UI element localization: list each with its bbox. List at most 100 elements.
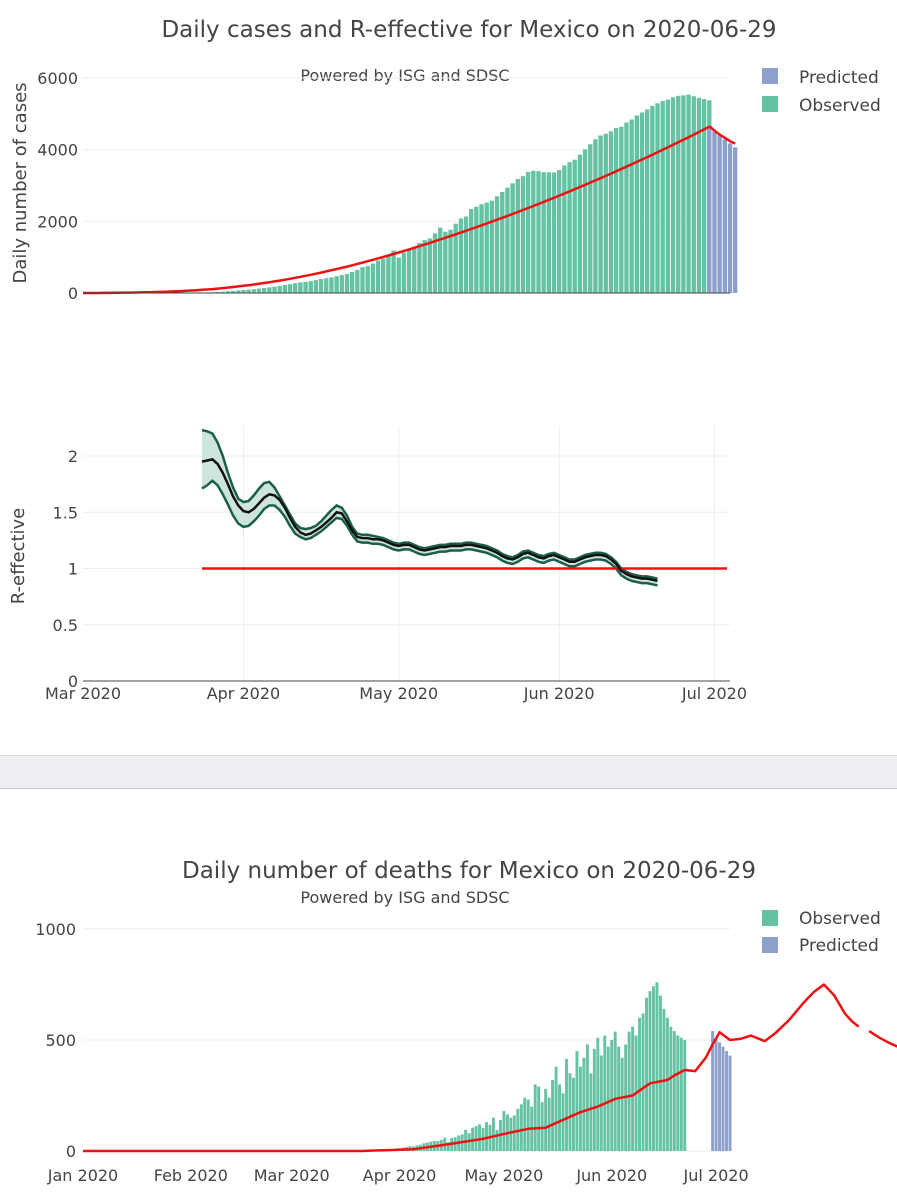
- deaths-observed-bar: [485, 1122, 488, 1151]
- deaths-chart-subtitle: Powered by ISG and SDSC: [300, 888, 509, 907]
- cases-observed-bar: [287, 284, 293, 293]
- cases-observed-bar: [422, 240, 427, 293]
- cases-observed-bar: [313, 280, 319, 293]
- deaths-observed-bar: [512, 1115, 516, 1151]
- deaths-predicted-trend-line: [868, 1030, 897, 1048]
- cases-observed-bar: [365, 266, 370, 293]
- cases-observed-bar: [489, 200, 495, 293]
- cases-observed-bar: [241, 290, 246, 293]
- deaths-predicted-bar: [718, 1042, 722, 1151]
- legend-predicted-label[interactable]: Predicted: [799, 68, 879, 88]
- deaths-y-tick-label: 1000: [35, 920, 76, 939]
- cases-observed-bar: [520, 176, 526, 293]
- deaths-observed-bar: [655, 982, 659, 1151]
- deaths-x-tick-label: Jun 2020: [575, 1166, 647, 1185]
- r-x-tick-label: Apr 2020: [207, 684, 280, 703]
- cases-observed-bar: [588, 144, 593, 293]
- deaths-observed-bar: [554, 1066, 558, 1151]
- cases-predicted-bar: [727, 143, 733, 293]
- deaths-x-tick-label: Feb 2020: [154, 1166, 228, 1185]
- cases-observed-bar: [318, 279, 324, 293]
- deaths-observed-bar: [492, 1117, 495, 1151]
- deaths-predicted-bar: [725, 1051, 728, 1151]
- cases-chart-subtitle: Powered by ISG and SDSC: [300, 66, 509, 85]
- r-x-tick-label: Jul 2020: [681, 684, 747, 703]
- legend-observed-label[interactable]: Observed: [799, 96, 881, 116]
- cases-observed-bar: [401, 252, 407, 293]
- legend-predicted-label[interactable]: Predicted: [799, 936, 879, 956]
- deaths-observed-bar: [526, 1099, 530, 1151]
- cases-predicted-trend-line: [708, 125, 736, 145]
- deaths-observed-bar: [638, 1017, 642, 1151]
- deaths-observed-bar: [544, 1088, 548, 1151]
- deaths-predicted-bar: [721, 1046, 725, 1151]
- cases-legend[interactable]: Predicted Observed: [762, 68, 881, 116]
- cases-observed-bar: [469, 209, 474, 293]
- deaths-observed-bar: [547, 1097, 551, 1151]
- deaths-observed-bar: [672, 1031, 676, 1151]
- r-x-tick-label: Mar 2020: [45, 684, 121, 703]
- cases-observed-bar: [650, 105, 655, 294]
- deaths-legend[interactable]: Observed Predicted: [762, 909, 881, 956]
- cases-observed-bar: [220, 291, 225, 293]
- deaths-observed-bar: [589, 1073, 593, 1151]
- cases-observed-bar: [593, 139, 598, 293]
- cases-predicted-bar: [717, 135, 722, 293]
- cases-observed-bar: [686, 94, 691, 294]
- cases-observed-bar: [676, 95, 681, 293]
- cases-observed-bar: [267, 287, 272, 293]
- deaths-observed-bar: [606, 1046, 610, 1151]
- deaths-observed-bar: [599, 1055, 603, 1151]
- cases-y-tick-label: 0: [68, 284, 78, 303]
- cases-observed-bar: [432, 233, 438, 293]
- cases-observed-bar: [567, 162, 572, 293]
- cases-chart: 0 2000 4000 6000: [37, 69, 738, 303]
- cases-predicted-bar: [707, 127, 712, 293]
- legend-observed-swatch[interactable]: [762, 96, 778, 112]
- cases-observed-bar: [334, 276, 339, 293]
- deaths-observed-bar: [565, 1058, 568, 1151]
- cases-observed-bar: [391, 250, 396, 293]
- deaths-x-tick-label: Jan 2020: [47, 1166, 118, 1185]
- r-y-tick-label: 2: [68, 447, 78, 466]
- deaths-observed-bar: [474, 1126, 478, 1151]
- legend-predicted-swatch[interactable]: [762, 937, 778, 953]
- legend-observed-label[interactable]: Observed: [799, 909, 881, 929]
- cases-observed-bar: [639, 112, 645, 293]
- cases-observed-bar: [282, 284, 288, 293]
- deaths-observed-bar: [578, 1066, 582, 1151]
- r-y-tick-label: 0.5: [53, 616, 78, 635]
- r-y-tick-label: 0: [68, 672, 78, 691]
- deaths-observed-bar: [613, 1031, 617, 1151]
- deaths-observed-bar: [561, 1093, 565, 1151]
- deaths-observed-bar: [665, 1017, 669, 1151]
- cases-observed-bar: [256, 288, 262, 293]
- cases-observed-bar: [546, 172, 552, 293]
- cases-trend-line: [83, 125, 710, 295]
- cases-observed-bar: [541, 172, 546, 293]
- cases-predicted-bar: [722, 139, 727, 293]
- deaths-observed-bar: [679, 1037, 683, 1151]
- cases-observed-bar: [406, 249, 412, 293]
- cases-observed-bar: [236, 290, 241, 293]
- cases-observed-bar: [225, 291, 231, 293]
- deaths-observed-bar: [495, 1129, 499, 1151]
- deaths-observed-bar: [523, 1097, 527, 1151]
- cases-observed-bar: [608, 131, 614, 293]
- cases-observed-bar: [525, 171, 531, 293]
- cases-observed-bar: [251, 289, 256, 293]
- deaths-observed-bar: [551, 1079, 555, 1151]
- cases-observed-bar: [360, 267, 365, 293]
- r-mean-line: [201, 458, 658, 583]
- deaths-observed-bar: [568, 1073, 572, 1151]
- deaths-observed-bar: [585, 1044, 589, 1151]
- deaths-observed-bar: [631, 1026, 635, 1151]
- r-x-tick-label: May 2020: [359, 684, 438, 703]
- cases-observed-bar: [536, 171, 541, 293]
- deaths-observed-bar: [683, 1040, 687, 1151]
- legend-observed-swatch[interactable]: [762, 910, 778, 926]
- legend-predicted-swatch[interactable]: [762, 68, 778, 84]
- r-y-axis-label: R-effective: [8, 508, 29, 605]
- cases-observed-bar: [396, 257, 401, 293]
- cases-observed-bar: [448, 229, 453, 293]
